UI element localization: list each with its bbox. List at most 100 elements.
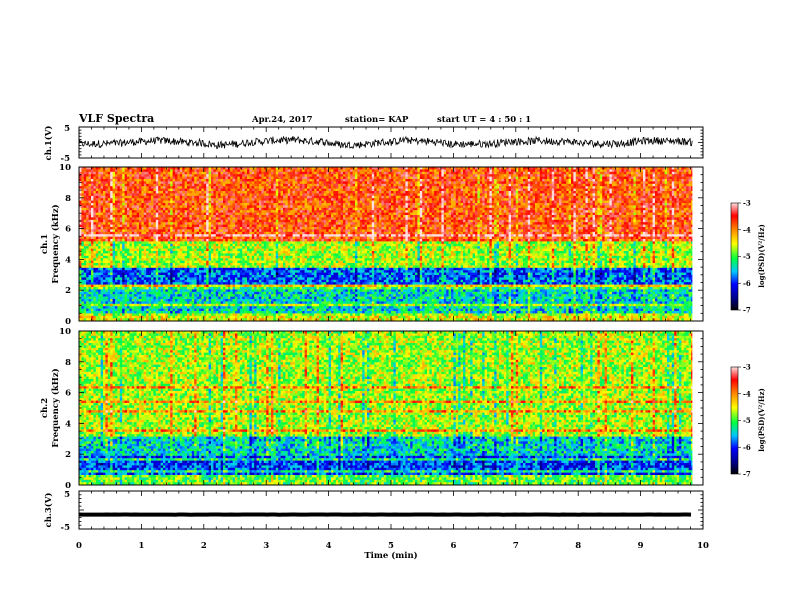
spectrogram-cell bbox=[127, 198, 130, 201]
spectrogram-cell bbox=[79, 171, 82, 175]
spectrogram-cell bbox=[131, 181, 135, 185]
spectrogram-cell bbox=[134, 248, 137, 252]
spectrogram-cell bbox=[163, 318, 166, 321]
spectrogram-cell bbox=[160, 287, 164, 290]
spectrogram-cell bbox=[254, 255, 257, 259]
spectrogram-cell bbox=[239, 198, 243, 201]
spectrogram-cell bbox=[237, 224, 241, 228]
spectrogram-cell bbox=[201, 231, 205, 235]
spectrogram-cell bbox=[254, 308, 257, 312]
spectrogram-cell bbox=[249, 279, 253, 283]
spectrogram-cell bbox=[208, 258, 212, 261]
spectrogram-cell bbox=[81, 255, 85, 259]
spectrogram-cell bbox=[213, 236, 217, 240]
spectrogram-cell bbox=[223, 311, 226, 314]
spectrogram-cell bbox=[134, 188, 137, 192]
spectrogram-cell bbox=[107, 303, 111, 307]
spectrogram-cell bbox=[88, 217, 92, 221]
spectrogram-cell bbox=[203, 210, 207, 213]
spectrogram-cell bbox=[160, 313, 164, 317]
spectrogram-cell bbox=[232, 258, 236, 261]
spectrogram-cell bbox=[242, 205, 245, 209]
spectrogram-cell bbox=[211, 289, 214, 293]
spectrogram-cell bbox=[189, 301, 193, 305]
spectrogram-cell bbox=[215, 299, 219, 302]
spectrogram-cell bbox=[208, 243, 212, 247]
spectrogram-cell bbox=[165, 267, 169, 271]
spectrogram-cell bbox=[208, 318, 212, 321]
spectrogram-cell bbox=[201, 203, 205, 206]
spectrogram-cell bbox=[179, 241, 183, 245]
spectrogram-cell bbox=[117, 234, 121, 237]
spectrogram-cell bbox=[98, 210, 101, 213]
spectrogram-cell bbox=[119, 188, 123, 192]
spectrogram-cell bbox=[167, 301, 171, 305]
spectrogram-cell bbox=[237, 308, 241, 312]
spectrogram-cell bbox=[148, 265, 152, 269]
spectrogram-cell bbox=[95, 222, 99, 225]
spectrogram-cell bbox=[232, 186, 236, 189]
spectrogram-cell bbox=[83, 169, 87, 173]
spectrogram-cell bbox=[143, 167, 147, 170]
spectrogram-cell bbox=[86, 234, 89, 237]
spectrogram-cell bbox=[119, 181, 123, 185]
spectrogram-cell bbox=[105, 275, 109, 278]
spectrogram-cell bbox=[220, 315, 224, 319]
spectrogram-cell bbox=[143, 303, 147, 307]
spectrogram-cell bbox=[239, 179, 243, 182]
spectrogram-cell bbox=[139, 231, 142, 235]
spectrogram-cell bbox=[249, 234, 253, 237]
spectrogram-cell bbox=[249, 203, 253, 206]
spectrogram-cell bbox=[244, 171, 248, 175]
spectrogram-cell bbox=[129, 253, 133, 257]
spectrogram-cell bbox=[103, 272, 106, 276]
spectrogram-cell bbox=[124, 227, 128, 230]
spectrogram-cell bbox=[95, 294, 99, 297]
spectrogram-cell bbox=[251, 195, 255, 199]
spectrogram-cell bbox=[218, 219, 221, 223]
spectrogram-cell bbox=[242, 176, 245, 180]
spectrogram-cell bbox=[155, 301, 159, 305]
spectrogram-cell bbox=[232, 248, 236, 252]
spectrogram-cell bbox=[177, 311, 181, 314]
spectrogram-cell bbox=[251, 234, 255, 237]
spectrogram-cell bbox=[105, 308, 109, 312]
spectrogram-cell bbox=[115, 193, 118, 197]
spectrogram-cell bbox=[239, 212, 243, 216]
spectrogram-cell bbox=[134, 236, 137, 240]
spectrogram-cell bbox=[146, 260, 149, 264]
spectrogram-cell bbox=[127, 193, 130, 197]
spectrogram-cell bbox=[215, 183, 219, 187]
spectrogram-cell bbox=[230, 203, 233, 206]
spectrogram-cell bbox=[182, 198, 185, 201]
spectrogram-cell bbox=[194, 291, 197, 295]
spectrogram-cell bbox=[136, 318, 140, 321]
spectrogram-cell bbox=[215, 203, 219, 206]
spectrogram-cell bbox=[88, 308, 92, 312]
spectrogram-cell bbox=[83, 215, 87, 218]
spectrogram-cell bbox=[79, 315, 82, 319]
spectrogram-cell bbox=[160, 255, 164, 259]
spectrogram-cell bbox=[206, 267, 209, 271]
spectrogram-cell bbox=[211, 296, 214, 300]
spectrogram-cell bbox=[134, 246, 137, 249]
spectrogram-cell bbox=[158, 169, 161, 173]
spectrogram-cell bbox=[107, 289, 111, 293]
spectrogram-cell bbox=[131, 219, 135, 223]
spectrogram-cell bbox=[83, 193, 87, 197]
spectrogram-cell bbox=[230, 179, 233, 182]
spectrogram-cell bbox=[232, 277, 236, 281]
spectrogram-cell bbox=[165, 222, 169, 225]
date-label: Apr.24, 2017 bbox=[251, 115, 313, 125]
spectrogram-cell bbox=[223, 263, 226, 266]
spectrogram-cell bbox=[117, 179, 121, 182]
spectrogram-cell bbox=[136, 169, 140, 173]
spectrogram-cell bbox=[254, 207, 257, 211]
spectrogram-cell bbox=[79, 186, 82, 189]
spectrogram-cell bbox=[191, 234, 195, 237]
spectrogram-cell bbox=[107, 167, 111, 170]
spectrogram-cell bbox=[242, 308, 245, 312]
spectrogram-cell bbox=[235, 289, 238, 293]
spectrogram-cell bbox=[187, 275, 190, 278]
spectrogram-cell bbox=[235, 291, 238, 295]
